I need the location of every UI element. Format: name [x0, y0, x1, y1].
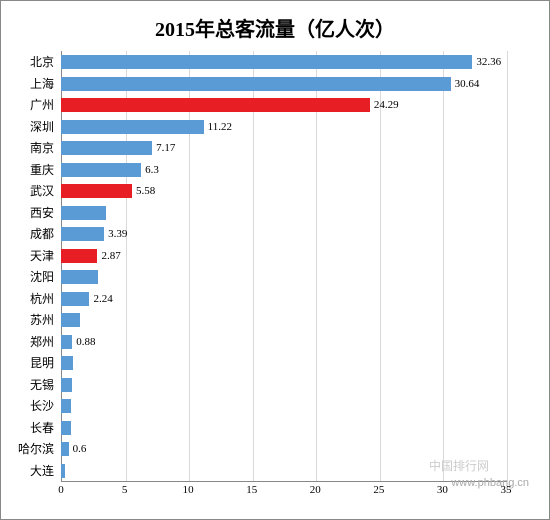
bar-row: [61, 77, 506, 91]
value-label: 32.36: [476, 55, 501, 69]
category-label: 郑州: [0, 335, 54, 349]
bar: [61, 378, 72, 392]
bar-row: [61, 399, 506, 413]
bar-row: [61, 163, 506, 177]
category-label: 重庆: [0, 163, 54, 177]
category-label: 长春: [0, 421, 54, 435]
category-label: 西安: [0, 206, 54, 220]
bar-row: [61, 442, 506, 456]
category-label: 大连: [0, 464, 54, 478]
gridline: [443, 51, 444, 481]
category-label: 杭州: [0, 292, 54, 306]
bar-row: [61, 55, 506, 69]
bar-row: [61, 184, 506, 198]
value-label: 6.3: [145, 163, 159, 177]
x-tick-label: 25: [373, 484, 384, 496]
category-label: 北京: [0, 55, 54, 69]
bar-row: [61, 120, 506, 134]
bar: [61, 442, 69, 456]
category-label: 沈阳: [0, 270, 54, 284]
bar: [61, 335, 72, 349]
bar-row: [61, 270, 506, 284]
x-tick-label: 0: [58, 484, 64, 496]
bar-row: [61, 141, 506, 155]
category-label: 长沙: [0, 399, 54, 413]
x-tick-label: 10: [183, 484, 194, 496]
value-label: 5.58: [136, 184, 155, 198]
bar-row: [61, 249, 506, 263]
bar: [61, 55, 472, 69]
x-tick-label: 35: [501, 484, 512, 496]
gridline: [507, 51, 508, 481]
bar: [61, 313, 80, 327]
category-label: 天津: [0, 249, 54, 263]
bar: [61, 399, 71, 413]
category-label: 昆明: [0, 356, 54, 370]
category-label: 苏州: [0, 313, 54, 327]
value-label: 30.64: [455, 77, 480, 91]
value-label: 7.17: [156, 141, 175, 155]
chart-title: 2015年总客流量（亿人次）: [1, 1, 549, 50]
bar: [61, 270, 98, 284]
category-label: 上海: [0, 77, 54, 91]
category-label: 南京: [0, 141, 54, 155]
bar-row: [61, 227, 506, 241]
value-label: 0.88: [76, 335, 95, 349]
x-tick-label: 5: [122, 484, 128, 496]
value-label: 24.29: [374, 98, 399, 112]
x-tick-label: 20: [310, 484, 321, 496]
bar: [61, 120, 204, 134]
value-label: 2.87: [101, 249, 120, 263]
bar-row: [61, 421, 506, 435]
category-label: 广州: [0, 98, 54, 112]
bar-row: [61, 292, 506, 306]
watermark-url: www.phbang.cn: [451, 477, 529, 489]
bar: [61, 356, 73, 370]
bar-row: [61, 464, 506, 478]
gridline: [126, 51, 127, 481]
bar-row: [61, 206, 506, 220]
chart-container: 2015年总客流量（亿人次） 中国排行网 www.phbang.cn 05101…: [0, 0, 550, 520]
bar: [61, 464, 65, 478]
bar: [61, 206, 106, 220]
bar: [61, 98, 370, 112]
bar: [61, 421, 71, 435]
category-label: 无锡: [0, 378, 54, 392]
bar: [61, 292, 89, 306]
gridline: [380, 51, 381, 481]
bar: [61, 249, 97, 263]
category-label: 武汉: [0, 184, 54, 198]
bar-row: [61, 313, 506, 327]
bar-row: [61, 356, 506, 370]
value-label: 11.22: [208, 120, 232, 134]
category-label: 成都: [0, 227, 54, 241]
bar: [61, 77, 451, 91]
plot-area: [61, 51, 507, 482]
x-tick-label: 30: [437, 484, 448, 496]
gridline: [189, 51, 190, 481]
gridline: [253, 51, 254, 481]
bar-row: [61, 378, 506, 392]
category-label: 哈尔滨: [0, 442, 54, 456]
x-tick-label: 15: [246, 484, 257, 496]
bar: [61, 163, 141, 177]
bar-row: [61, 335, 506, 349]
bar-row: [61, 98, 506, 112]
gridline: [316, 51, 317, 481]
category-label: 深圳: [0, 120, 54, 134]
value-label: 0.6: [73, 442, 87, 456]
bar: [61, 227, 104, 241]
bar: [61, 184, 132, 198]
bar: [61, 141, 152, 155]
value-label: 2.24: [93, 292, 112, 306]
value-label: 3.39: [108, 227, 127, 241]
